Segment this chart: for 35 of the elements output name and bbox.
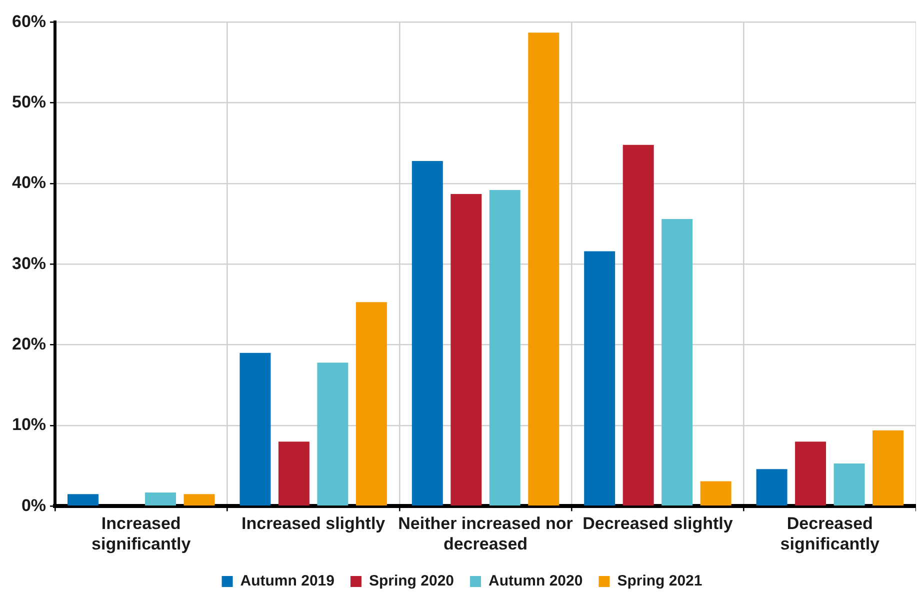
- bar: [662, 219, 693, 506]
- bar: [584, 251, 616, 506]
- bar: [317, 362, 348, 506]
- x-tick-label: Increased significantly: [92, 514, 192, 554]
- bar: [240, 352, 271, 506]
- legend-label: Autumn 2020: [488, 572, 583, 590]
- bar: [144, 492, 176, 506]
- y-tick-label: 60%: [12, 12, 46, 31]
- bar: [872, 430, 904, 506]
- y-tick-label: 0%: [21, 496, 46, 515]
- x-tick-label: Decreased slightly: [582, 514, 734, 534]
- bar: [756, 469, 788, 506]
- legend-label: Spring 2021: [617, 572, 702, 590]
- x-tick-label: Decreased significantly: [780, 514, 880, 554]
- bar: [68, 494, 99, 506]
- bar: [700, 481, 732, 506]
- bar: [795, 442, 826, 506]
- bar: [450, 194, 482, 506]
- bar: [622, 144, 654, 506]
- x-tick-label: Neither increased nor decreased: [398, 514, 574, 554]
- bar: [412, 160, 443, 506]
- bar: [489, 190, 520, 506]
- y-tick-label: 50%: [12, 92, 46, 112]
- y-tick-label: 20%: [12, 334, 46, 354]
- bar: [356, 302, 387, 506]
- y-tick-label: 10%: [12, 415, 46, 434]
- y-tick-label: 40%: [12, 173, 46, 192]
- y-tick-label: 30%: [12, 254, 46, 273]
- x-tick-label: Increased slightly: [242, 514, 386, 534]
- bar: [528, 32, 560, 506]
- bar: [184, 494, 215, 506]
- bar: [834, 463, 865, 506]
- legend-label: Autumn 2019: [240, 572, 334, 590]
- bar: [278, 442, 310, 506]
- legend-label: Spring 2020: [368, 572, 454, 590]
